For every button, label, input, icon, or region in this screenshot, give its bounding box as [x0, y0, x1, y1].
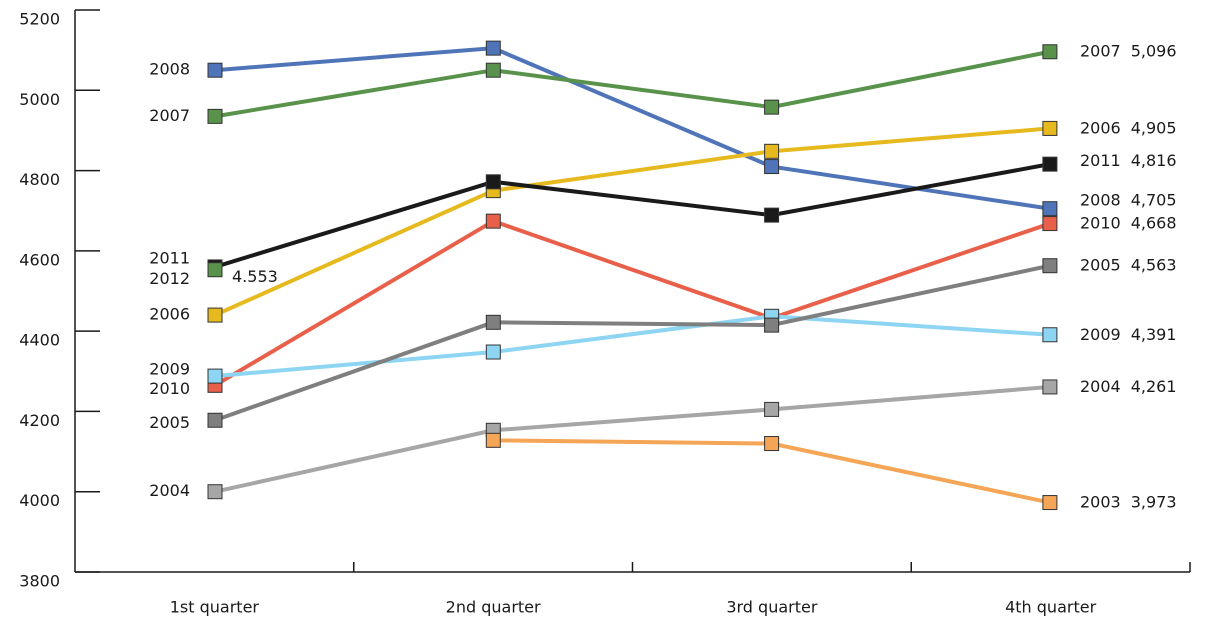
value-label: 4,816 — [1131, 151, 1177, 170]
marker — [485, 344, 501, 360]
marker — [1042, 495, 1058, 511]
x-tick-label: 1st quarter — [170, 598, 260, 617]
marker — [485, 40, 501, 56]
series-name: 2006 — [1080, 118, 1121, 137]
marker — [207, 307, 223, 323]
series-label: 2010 — [149, 379, 190, 398]
marker — [485, 213, 501, 229]
marker — [207, 108, 223, 124]
series-label: 2006 4,905 — [1080, 118, 1177, 137]
series-label: 2004 — [149, 481, 190, 500]
marker — [764, 436, 780, 452]
marker — [764, 99, 780, 115]
value-label: 4,563 — [1131, 255, 1177, 274]
value-label: 4,261 — [1131, 376, 1177, 395]
y-tick-label: 3800 — [19, 572, 60, 591]
series-line — [214, 126, 1051, 317]
series-label: 2008 — [149, 60, 190, 79]
value-label: 4.553 — [232, 267, 278, 286]
x-tick-label: 2nd quarter — [446, 598, 541, 617]
series-line — [214, 384, 1051, 494]
series-line — [214, 162, 1051, 269]
marker — [1042, 216, 1058, 232]
series-label: 2011 — [149, 248, 190, 267]
y-tick-label: 4800 — [19, 170, 60, 189]
marker — [207, 262, 223, 278]
x-tick-label: 3rd quarter — [726, 598, 818, 617]
marker — [1042, 44, 1058, 60]
value-label: 4,668 — [1131, 213, 1177, 232]
x-tick-label: 4th quarter — [1005, 598, 1096, 617]
value-label: 5,096 — [1131, 41, 1177, 60]
series-label: 2008 4,705 — [1080, 190, 1177, 209]
series-name: 2008 — [1080, 190, 1121, 209]
series-line — [214, 49, 1051, 119]
series-line — [213, 218, 1051, 388]
series-line — [214, 46, 1051, 211]
marker — [764, 317, 780, 333]
y-tick-label: 4200 — [19, 411, 60, 430]
marker — [1042, 120, 1058, 136]
series-name: 2003 — [1080, 492, 1121, 511]
y-tick-label: 5200 — [19, 10, 60, 29]
series-line — [214, 314, 1051, 379]
marker — [207, 484, 223, 500]
marker — [207, 412, 223, 428]
series-name: 2005 — [1080, 255, 1121, 274]
marker — [485, 174, 501, 190]
series-label: 2012 — [149, 269, 190, 288]
series-name: 2007 — [1080, 41, 1121, 60]
marker — [485, 432, 501, 448]
marker — [764, 401, 780, 417]
series-label: 2006 — [149, 305, 190, 324]
series-label: 2004 4,261 — [1080, 376, 1177, 395]
series-name: 2009 — [1080, 324, 1121, 343]
series-name: 2004 — [1080, 376, 1121, 395]
series-label: 2010 4,668 — [1080, 213, 1177, 232]
series-label: 2011 4,816 — [1080, 151, 1177, 170]
series-name: 2010 — [1080, 213, 1121, 232]
series-name: 2011 — [1080, 151, 1121, 170]
marker — [1042, 327, 1058, 343]
y-tick-label: 4000 — [19, 491, 60, 510]
series-label: 2003 3,973 — [1080, 492, 1177, 511]
marker — [207, 368, 223, 384]
y-tick-label: 4400 — [19, 331, 60, 350]
series-label: 2009 — [149, 360, 190, 379]
value-label: 4,905 — [1131, 118, 1177, 137]
series-label: 2009 4,391 — [1080, 324, 1177, 343]
marker — [207, 62, 223, 78]
marker — [764, 207, 780, 223]
marker — [1042, 201, 1058, 217]
series-label: 2007 — [149, 106, 190, 125]
y-tick-label: 4600 — [19, 250, 60, 269]
marker — [485, 314, 501, 330]
marker — [485, 62, 501, 78]
series-label: 2005 — [149, 413, 190, 432]
series-label: 2007 5,096 — [1080, 41, 1177, 60]
series-line — [214, 263, 1051, 423]
marker — [1042, 379, 1058, 395]
marker — [1042, 258, 1058, 274]
value-label: 3,973 — [1131, 492, 1177, 511]
value-label: 4,705 — [1131, 190, 1177, 209]
value-label: 4,391 — [1131, 324, 1177, 343]
y-tick-label: 5000 — [19, 90, 60, 109]
marker — [764, 143, 780, 159]
marker — [1042, 156, 1058, 172]
series-label: 2005 4,563 — [1080, 255, 1177, 274]
marker — [764, 159, 780, 175]
